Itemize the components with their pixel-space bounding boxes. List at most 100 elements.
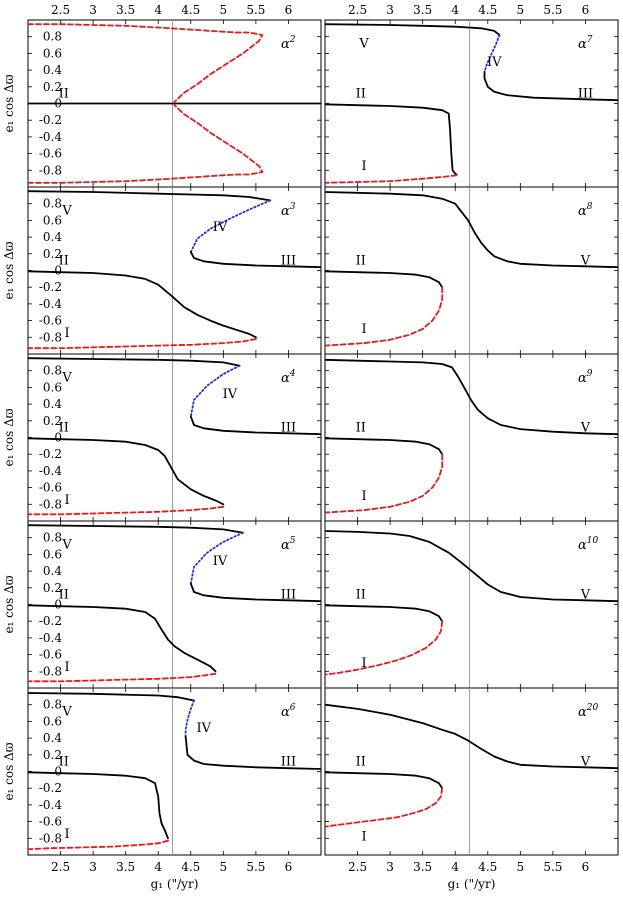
series-stable (325, 270, 444, 289)
panel-label: α8 (578, 202, 593, 219)
y-tick-label: 0.6 (43, 380, 62, 394)
panel-alpha9: 0.80.60.40.20-0.2-0.4-0.6-0.8IIVIα9 (324, 353, 619, 522)
panel-alpha7: 0.80.60.40.20-0.2-0.4-0.6-0.82.533.544.5… (324, 3, 619, 188)
y-tick-label: -0.2 (39, 280, 62, 294)
y-tick-label: 0.8 (43, 531, 62, 545)
region-label: II (356, 754, 366, 769)
x-tick-label: 3.5 (413, 860, 432, 874)
y-tick-label: 0.4 (43, 63, 62, 77)
x-tick-label: 5 (220, 860, 228, 874)
region-label: III (281, 754, 296, 769)
series-stable (28, 604, 217, 673)
y-tick-label: 0.8 (43, 364, 62, 378)
x-tick-label: 3.5 (116, 3, 135, 17)
y-tick-label: -0.6 (39, 815, 62, 829)
panel-frame (324, 353, 619, 522)
panel-frame (324, 687, 619, 856)
y-tick-label: 0.8 (43, 30, 62, 44)
x-tick-label: 5 (517, 3, 525, 17)
panel-label: α3 (281, 202, 296, 219)
panel-label: α6 (281, 703, 296, 720)
region-label: I (361, 159, 366, 174)
series-group (28, 524, 321, 683)
y-tick-label: -0.8 (39, 330, 62, 344)
series-stable (483, 70, 618, 102)
panel-label: α9 (578, 369, 593, 386)
panel-label: α20 (578, 703, 599, 720)
x-tick-label: 5.5 (543, 3, 562, 17)
panel-alpha8: 0.80.60.40.20-0.2-0.4-0.6-0.8IIVIα8 (324, 186, 619, 355)
y-tick-label: 0 (54, 431, 62, 445)
series-unstable (28, 839, 169, 851)
region-label: V (580, 587, 591, 602)
region-label: II (59, 420, 69, 435)
x-tick-label: 2.5 (51, 860, 70, 874)
region-label: II (59, 253, 69, 268)
y-tick-label: -0.6 (39, 648, 62, 662)
region-label: II (356, 420, 366, 435)
region-label: V (580, 754, 591, 769)
panel-alpha10: 0.80.60.40.20-0.2-0.4-0.6-0.8IIVIα10 (324, 520, 619, 689)
x-tick-label: 4 (154, 860, 162, 874)
series-boundary (189, 531, 244, 585)
region-label: II (59, 754, 69, 769)
y-tick-label: -0.2 (39, 614, 62, 628)
region-label: II (59, 587, 69, 602)
panel-frame (324, 520, 619, 689)
panel-alpha5: 0.8 0.6 0.4 0.2 0 -0.2 -0.4 -0.6 -0.8 e₁ cos Δϖ V I… (2, 520, 322, 689)
y-tick-label: -0.2 (39, 447, 62, 461)
series-unstable (325, 453, 444, 514)
x-axis-label: g₁ ("/yr) (151, 877, 199, 891)
region-label: III (281, 420, 296, 435)
series-unstable (325, 174, 458, 184)
region-label: V (61, 537, 72, 552)
x-tick-label: 6 (285, 860, 293, 874)
x-tick-label: 2.5 (348, 860, 367, 874)
series-unstable (28, 104, 264, 184)
region-label: V (61, 704, 72, 719)
x-tick-label: 4.5 (181, 860, 200, 874)
x-tick-label: 5 (220, 3, 228, 17)
x-tick-label: 6 (582, 3, 590, 17)
series-stable (28, 190, 272, 202)
x-tick-label: 3.5 (413, 3, 432, 17)
x-tick-label: 5 (517, 860, 525, 874)
region-label: I (64, 493, 69, 508)
region-label: V (61, 370, 72, 385)
series-unstable (28, 338, 257, 350)
region-label: I (64, 660, 69, 675)
series-stable (189, 582, 321, 603)
region-label: I (361, 830, 366, 845)
series-unstable (28, 672, 217, 683)
y-tick-label: 0.6 (43, 714, 62, 728)
y-tick-label: 0.2 (43, 80, 62, 94)
x-tick-label: 3 (89, 860, 97, 874)
panel-alpha20: 0.80.60.40.20-0.2-0.4-0.6-0.82.533.544.5… (324, 687, 619, 891)
region-label: III (281, 253, 296, 268)
region-label: IV (213, 554, 228, 569)
panel-frame (27, 353, 322, 522)
x-tick-label: 4.5 (478, 860, 497, 874)
x-tick-label: 2.5 (348, 3, 367, 17)
series-stable (325, 23, 501, 36)
panel-frame (324, 19, 619, 188)
panel-label: α10 (578, 536, 599, 553)
y-axis-label: e₁ cos Δϖ (2, 408, 16, 466)
series-stable (325, 530, 618, 603)
y-axis-label: e₁ cos Δϖ (2, 241, 16, 299)
x-tick-label: 3 (89, 3, 97, 17)
x-axis-label: g₁ ("/yr) (448, 877, 496, 891)
region-label: V (580, 253, 591, 268)
series-group (28, 23, 321, 184)
y-tick-label: 0.2 (43, 581, 62, 595)
x-tick-label: 5.5 (246, 860, 265, 874)
series-group (325, 358, 618, 514)
y-tick-label: 0.4 (43, 731, 62, 745)
panel-label: α7 (578, 35, 593, 52)
panel-label: α5 (281, 536, 296, 553)
series-boundary (483, 34, 501, 73)
series-stable (28, 357, 241, 367)
series-group (325, 703, 618, 828)
region-label: V (358, 36, 369, 51)
